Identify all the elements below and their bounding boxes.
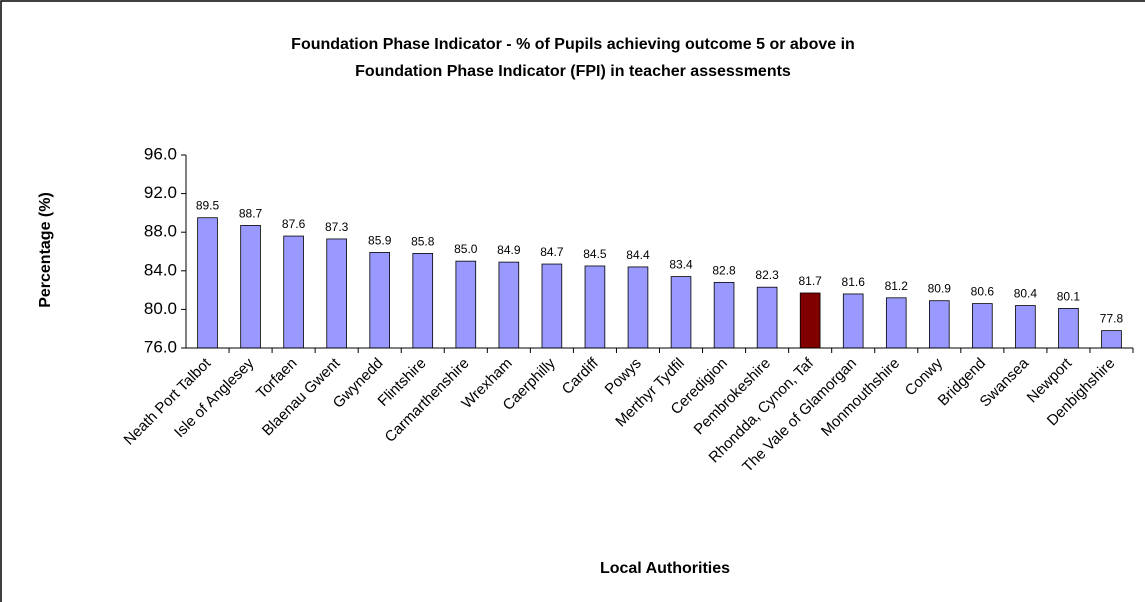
bar	[412, 253, 434, 349]
bar	[498, 261, 520, 349]
bar	[326, 238, 347, 349]
x-axis-label: Local Authorities	[600, 560, 730, 577]
bar	[455, 260, 477, 349]
y-tick-label: 76.0	[144, 337, 177, 356]
bar	[756, 286, 778, 349]
data-label: 81.6	[842, 275, 866, 289]
bar	[1015, 305, 1036, 349]
data-label: 82.8	[712, 263, 736, 277]
bar	[713, 281, 735, 349]
data-label: 81.2	[885, 279, 909, 293]
data-label: 82.3	[755, 268, 779, 282]
bar	[1101, 330, 1122, 349]
y-axis-label: Percentage (%)	[37, 192, 54, 308]
data-label: 87.6	[282, 217, 306, 231]
bar	[799, 292, 821, 349]
chart-title: Foundation Phase Indicator (FPI) in teac…	[355, 63, 791, 80]
data-label: 83.4	[669, 258, 693, 272]
data-label: 84.5	[583, 247, 607, 261]
data-label: 80.9	[928, 282, 952, 296]
bar	[541, 263, 563, 349]
bar	[283, 235, 304, 349]
bar	[972, 303, 993, 349]
data-label: 84.7	[540, 245, 564, 259]
data-label: 80.4	[1014, 287, 1038, 301]
bar	[584, 265, 606, 349]
bar	[369, 252, 391, 349]
data-label: 80.1	[1057, 289, 1081, 303]
bar	[842, 293, 864, 349]
y-tick-label: 88.0	[144, 222, 177, 241]
bar	[928, 300, 950, 349]
chart-title: Foundation Phase Indicator - % of Pupils…	[291, 36, 855, 53]
bar	[1058, 308, 1079, 349]
data-label: 84.4	[626, 248, 650, 262]
data-label: 84.9	[497, 243, 521, 257]
y-tick-label: 96.0	[144, 144, 177, 163]
data-label: 85.9	[368, 233, 392, 247]
data-label: 81.7	[798, 274, 822, 288]
data-label: 89.5	[196, 199, 220, 213]
data-label: 85.0	[454, 242, 478, 256]
y-tick-label: 84.0	[144, 260, 177, 279]
bar	[627, 266, 649, 349]
bar	[240, 225, 261, 349]
data-label: 85.8	[411, 234, 435, 248]
y-tick-label: 80.0	[144, 299, 177, 318]
y-tick-label: 92.0	[144, 183, 177, 202]
data-label: 87.3	[325, 220, 349, 234]
bar	[885, 297, 907, 349]
data-label: 88.7	[239, 206, 263, 220]
bar	[197, 217, 218, 349]
bar	[670, 276, 692, 349]
data-label: 77.8	[1100, 312, 1124, 326]
data-label: 80.6	[971, 285, 995, 299]
